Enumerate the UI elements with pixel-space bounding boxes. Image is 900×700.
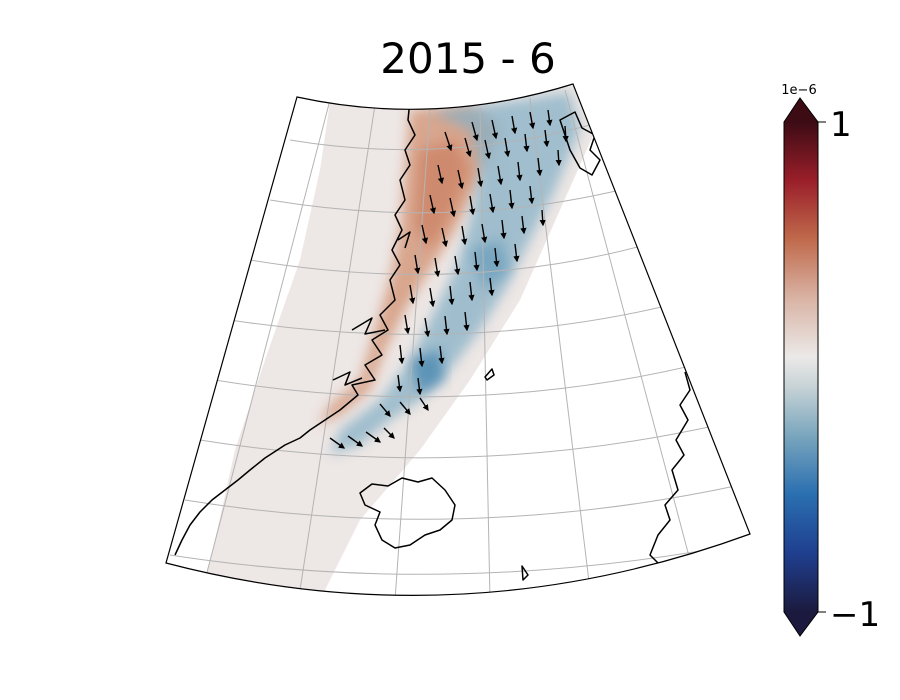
graticule bbox=[169, 89, 750, 596]
vector-arrow bbox=[438, 345, 445, 365]
vector-arrow bbox=[424, 317, 431, 338]
vector-arrow bbox=[543, 129, 550, 148]
vector-arrow bbox=[461, 225, 468, 246]
jan-mayen-coast bbox=[484, 368, 495, 381]
vector-arrow bbox=[488, 277, 495, 297]
vector-arrow bbox=[429, 287, 436, 308]
vector-arrow bbox=[464, 137, 472, 158]
parallel-line bbox=[214, 364, 696, 398]
parallel-line bbox=[169, 539, 750, 575]
meridian-line bbox=[529, 97, 591, 591]
colorbar-bottom-extend bbox=[784, 612, 818, 636]
vector-arrow bbox=[528, 185, 535, 205]
vector-arrow bbox=[421, 224, 428, 245]
vector-arrow bbox=[497, 165, 504, 186]
vector-arrow bbox=[493, 247, 500, 268]
vector-arrow bbox=[379, 403, 391, 417]
vector-arrow bbox=[429, 194, 436, 215]
vector-arrow bbox=[523, 133, 530, 153]
vector-arrow bbox=[434, 257, 441, 278]
vector-arrow bbox=[398, 344, 405, 365]
meridian-line bbox=[564, 89, 691, 561]
iceland-coast bbox=[359, 477, 456, 549]
vector-arrow bbox=[546, 109, 553, 127]
vector-arrow bbox=[396, 374, 403, 393]
vector-arrow bbox=[457, 169, 464, 190]
vector-arrow bbox=[477, 167, 484, 188]
vector-arrow bbox=[404, 314, 411, 335]
colorbar-multiplier: 1e−6 bbox=[781, 83, 816, 98]
greenland-fjord bbox=[397, 231, 411, 249]
colorbar-top-extend bbox=[784, 98, 818, 122]
vector-arrow bbox=[329, 437, 346, 449]
vector-arrow bbox=[441, 227, 448, 248]
vector-arrow bbox=[500, 219, 507, 240]
vector-arrow bbox=[491, 119, 498, 140]
vector-arrow bbox=[516, 161, 523, 182]
norway-coast bbox=[649, 371, 691, 566]
parallel-line bbox=[184, 484, 741, 520]
vector-arrow bbox=[443, 315, 450, 336]
meridian-line bbox=[204, 99, 331, 581]
vector-arrow bbox=[536, 157, 543, 177]
parallel-line bbox=[199, 424, 719, 459]
vector-arrow bbox=[484, 139, 491, 160]
positive-anomaly-core bbox=[415, 140, 470, 250]
vector-arrow bbox=[513, 243, 520, 263]
vector-arrow bbox=[481, 223, 488, 244]
vector-arrow bbox=[473, 251, 480, 272]
colorbar-gradient bbox=[784, 122, 818, 612]
colorbar-min-label: −1 bbox=[830, 595, 880, 635]
coastlines bbox=[174, 99, 691, 581]
vector-arrow bbox=[562, 125, 569, 143]
parallel-line bbox=[269, 189, 621, 214]
vector-arrow bbox=[511, 115, 518, 135]
greenland-fjord bbox=[332, 371, 363, 386]
colorbar-max-label: 1 bbox=[830, 105, 852, 145]
vector-arrow bbox=[347, 435, 364, 447]
vector-arrow bbox=[469, 195, 476, 216]
vector-arrow bbox=[520, 215, 527, 235]
vector-arrow bbox=[489, 193, 496, 214]
vector-arrow bbox=[444, 131, 453, 152]
vector-arrow bbox=[416, 377, 423, 396]
vector-arrow bbox=[399, 401, 411, 415]
vector-arrow bbox=[508, 189, 515, 210]
vector-arrow bbox=[504, 137, 511, 158]
greenland-coast bbox=[174, 99, 416, 556]
shetland-coast bbox=[521, 565, 529, 581]
parallel-line bbox=[249, 244, 646, 275]
vector-arrow bbox=[448, 285, 455, 306]
meridian-line bbox=[299, 104, 376, 591]
vector-arrow bbox=[418, 347, 425, 368]
parallel-line bbox=[289, 124, 591, 151]
meridian-line bbox=[479, 107, 491, 596]
vector-arrow bbox=[555, 149, 562, 167]
map-frame bbox=[165, 83, 751, 596]
greenland-fjord bbox=[351, 317, 386, 335]
meridian-line bbox=[394, 109, 431, 596]
vector-arrow bbox=[468, 281, 475, 302]
vector-arrow bbox=[539, 209, 546, 227]
vector-arrows bbox=[329, 109, 569, 449]
vector-arrow bbox=[419, 397, 429, 412]
vector-arrow bbox=[365, 431, 382, 443]
map-title: 2015 - 6 bbox=[380, 34, 556, 83]
vector-arrow bbox=[454, 255, 461, 276]
strong-negative-anomaly-2 bbox=[470, 240, 510, 290]
parallel-line bbox=[229, 304, 671, 335]
vector-arrow bbox=[471, 121, 479, 142]
vector-arrow bbox=[437, 164, 444, 185]
vector-arrow bbox=[449, 197, 456, 218]
vector-arrow bbox=[463, 311, 470, 332]
vector-arrow bbox=[383, 427, 395, 439]
svalbard-coast bbox=[559, 111, 601, 176]
vector-arrow bbox=[528, 111, 536, 130]
vector-arrow bbox=[414, 254, 421, 275]
vector-arrow bbox=[409, 284, 416, 305]
